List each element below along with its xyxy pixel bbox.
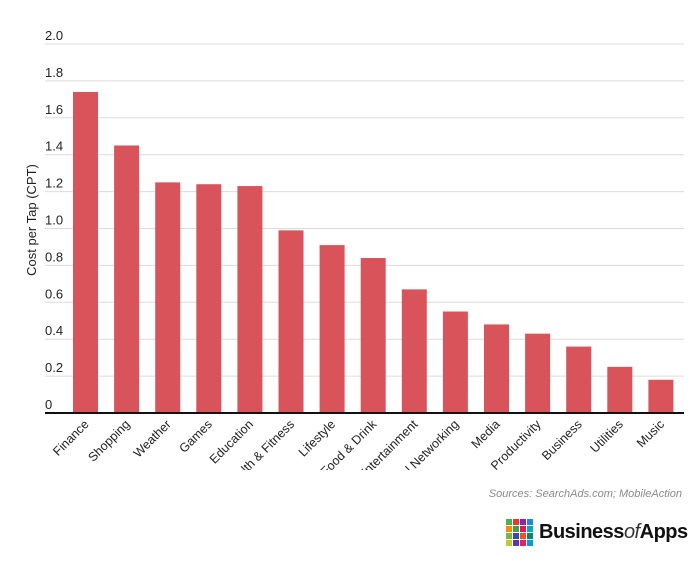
logo-tile: [513, 519, 519, 525]
logo-tile: [506, 519, 512, 525]
logo-tile: [520, 519, 526, 525]
logo-tile: [520, 540, 526, 546]
bar-productivity: [525, 333, 551, 413]
bar-education: [237, 186, 263, 413]
bar-shopping: [114, 145, 140, 413]
y-tick-label: 1.0: [45, 213, 63, 228]
bar-business: [566, 346, 592, 413]
logo-tile: [513, 533, 519, 539]
bar-finance: [73, 91, 98, 413]
bar-chart: 0 0.2 0.4 0.6 0.8 1.0 1.2 1.4 1.6 1.8 2.0 Cost per…: [24, 28, 684, 470]
bar-food-drink: [360, 258, 386, 413]
y-tick-label: 0.8: [45, 249, 63, 264]
logo-tile: [506, 540, 512, 546]
y-tick-label: 1.8: [45, 65, 63, 80]
logo-tile: [513, 526, 519, 532]
logo-grid-icon: [506, 519, 533, 546]
bar-music: [648, 379, 674, 413]
logo-tile: [506, 526, 512, 532]
bar-entertainment: [401, 289, 427, 413]
y-tick-label: 0.4: [45, 323, 63, 338]
logo-wordmark: BusinessofApps: [539, 521, 688, 543]
y-axis-ticks: 0 0.2 0.4 0.6 0.8 1.0 1.2 1.4 1.6 1.8 2.0: [45, 28, 63, 412]
source-note: Sources: SearchAds.com; MobileAction: [488, 488, 682, 500]
y-tick-label: 1.2: [45, 176, 63, 191]
logo-tile: [527, 533, 533, 539]
bars: [73, 91, 674, 413]
bar-health-fitness: [278, 230, 304, 413]
logo-tile: [520, 533, 526, 539]
logo-tile: [527, 519, 533, 525]
y-tick-label: 1.4: [45, 139, 63, 154]
y-tick-label: 0: [45, 397, 52, 412]
x-tick-label: Finance: [50, 417, 91, 458]
bar-weather: [155, 182, 181, 413]
y-tick-label: 0.6: [45, 286, 63, 301]
x-tick-label: Media: [469, 417, 503, 451]
bar-media: [484, 324, 509, 413]
logo-tile: [513, 540, 519, 546]
x-tick-label: Utilities: [588, 417, 626, 455]
y-tick-label: 0.2: [45, 360, 63, 375]
x-tick-label: Lifestyle: [296, 417, 338, 459]
bar-social-networking: [442, 311, 468, 413]
bar-games: [196, 184, 222, 413]
x-tick-label: Shopping: [85, 417, 132, 464]
x-tick-label: Games: [177, 417, 215, 455]
logo-tile: [520, 526, 526, 532]
bar-utilities: [607, 366, 633, 413]
y-tick-label: 2.0: [45, 28, 63, 43]
x-tick-label: Music: [634, 417, 667, 450]
logo-tile: [527, 540, 533, 546]
gridlines: [45, 43, 684, 377]
logo-tile: [527, 526, 533, 532]
logo-tile: [506, 533, 512, 539]
x-tick-label: Business: [539, 417, 585, 463]
x-tick-label: Weather: [131, 417, 174, 460]
y-tick-label: 1.6: [45, 102, 63, 117]
businessofapps-logo: BusinessofApps: [506, 519, 688, 546]
bar-lifestyle: [319, 245, 345, 413]
y-axis-label: Cost per Tap (CPT): [24, 164, 39, 276]
